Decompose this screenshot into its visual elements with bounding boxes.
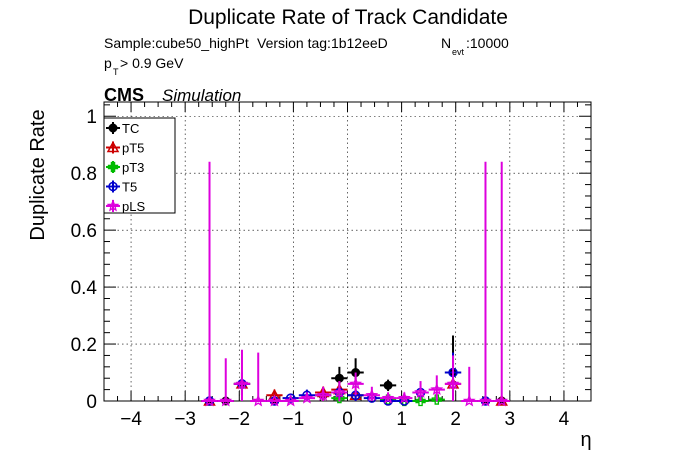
data-point (495, 394, 509, 407)
data-point (414, 385, 427, 398)
data-point (268, 388, 281, 401)
data-point (397, 391, 411, 404)
axes: −4 −3 −2 −1 0 1 2 3 4 0 0.2 0.4 0.6 0.8 1 (71, 101, 592, 430)
data-point (334, 373, 344, 383)
data-point (446, 377, 460, 390)
x-tick-label: −4 (120, 409, 142, 430)
nevt-subscript: evt (452, 47, 465, 57)
data-point (349, 377, 363, 390)
legend-marker (106, 199, 120, 212)
data-point (381, 391, 395, 404)
pt-subscript: T (113, 67, 119, 77)
data-point (268, 394, 281, 407)
data-point (285, 393, 296, 403)
y-tick-label: 0.4 (71, 278, 98, 299)
chart-title: Duplicate Rate of Track Candidate (188, 6, 508, 29)
x-axis-label: η (580, 429, 591, 451)
data-point (219, 394, 233, 407)
x-tick-label: 3 (505, 409, 516, 430)
data-point (383, 380, 393, 390)
y-tick-label: 0.8 (71, 164, 97, 185)
data-point (203, 394, 216, 407)
legend-label: pT5 (122, 141, 144, 156)
data-point (251, 394, 265, 407)
data-point (300, 391, 314, 404)
legend-label: TC (122, 121, 139, 136)
data-point (415, 395, 426, 407)
legend-label: pT3 (122, 160, 144, 175)
series-pLS (201, 161, 510, 407)
x-tick-label: −3 (174, 409, 196, 430)
data-point (430, 382, 444, 396)
x-tick-label: 2 (450, 409, 461, 430)
data-point (479, 394, 492, 407)
data-point (332, 385, 346, 398)
x-tick-label: −1 (283, 409, 305, 430)
legend-label: T5 (122, 180, 137, 195)
x-tick-label: 4 (559, 409, 570, 430)
legend-marker (107, 161, 119, 173)
grid-lines (104, 102, 591, 402)
data-point (431, 394, 442, 405)
sample-label: Sample:cube50_highPt (104, 35, 249, 51)
y-axis-label: Duplicate Rate (27, 109, 49, 240)
legend-label: pLS (122, 199, 145, 214)
x-tick-label: 1 (396, 409, 407, 430)
y-tick-label: 0 (86, 392, 97, 413)
data-point (462, 394, 476, 407)
y-tick-label: 1 (86, 107, 97, 128)
pt-cut: > 0.9 GeV (120, 55, 184, 71)
x-tick-label: 0 (342, 409, 353, 430)
legend-marker (106, 140, 120, 153)
legend-marker (108, 181, 118, 192)
legend-marker (108, 123, 118, 133)
data-point (365, 388, 379, 401)
nevt-symbol: N (441, 35, 451, 51)
data-point (316, 388, 330, 401)
version-label: Version tag:1b12eeD (257, 35, 388, 51)
x-tick-label: −2 (228, 409, 250, 430)
pt-symbol: p (104, 55, 112, 71)
y-tick-label: 0.2 (71, 335, 97, 356)
data-series (201, 161, 510, 407)
cms-label: CMS (104, 85, 144, 105)
simulation-label: Simulation (162, 86, 241, 105)
data-point (235, 377, 249, 390)
data-point (284, 394, 298, 407)
y-tick-label: 0.6 (71, 221, 97, 242)
legend: TC pT5 pT3 T5 pLS (103, 117, 176, 214)
nevt-value: :10000 (466, 35, 509, 51)
